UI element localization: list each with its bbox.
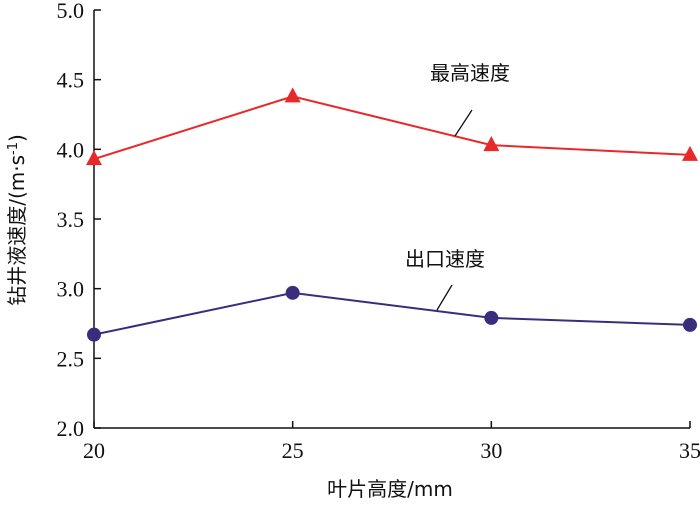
data-point <box>86 150 102 166</box>
series-1 <box>86 87 698 166</box>
y-tick-label: 2.0 <box>57 416 85 441</box>
series-layer <box>86 87 698 342</box>
series-line <box>93 291 691 336</box>
y-tick-label: 4.0 <box>57 137 85 162</box>
data-point <box>682 145 698 161</box>
x-tick-label: 25 <box>282 438 304 463</box>
y-tick-label: 4.5 <box>57 68 85 93</box>
series-annotation-label: 出口速度 <box>405 247 485 271</box>
tick-labels: 2.0 2.5 3.0 3.5 4.0 4.5 5.0 20 25 30 35 <box>57 0 700 463</box>
data-point <box>683 317 697 332</box>
y-tick-label: 5.0 <box>57 0 85 23</box>
data-point <box>484 310 499 325</box>
x-tick-label: 30 <box>480 438 502 463</box>
tick-marks <box>93 9 691 429</box>
x-tick-label: 35 <box>679 438 700 463</box>
axes <box>93 10 690 429</box>
y-axis-label-sup: -1 <box>6 142 21 155</box>
y-tick-label: 3.5 <box>57 207 85 232</box>
series-2 <box>87 285 697 342</box>
data-point <box>483 136 500 152</box>
data-point <box>87 327 101 342</box>
data-point <box>285 285 300 300</box>
series-line <box>93 95 691 161</box>
series-annotation-label: 最高速度 <box>430 61 510 85</box>
annotation-leader-line <box>454 109 473 137</box>
y-axis-label-close: ) <box>5 134 29 142</box>
y-axis-label-main: 钻井液速度/(m·s <box>5 155 29 306</box>
y-axis-label: 钻井液速度/(m·s-1) <box>5 134 29 306</box>
x-axis-label: 叶片高度/mm <box>327 477 453 501</box>
y-tick-label: 3.0 <box>57 277 85 302</box>
annotation-leader-line <box>436 284 453 311</box>
x-tick-label: 20 <box>83 438 105 463</box>
data-point <box>284 87 301 103</box>
y-tick-label: 2.5 <box>57 346 85 371</box>
